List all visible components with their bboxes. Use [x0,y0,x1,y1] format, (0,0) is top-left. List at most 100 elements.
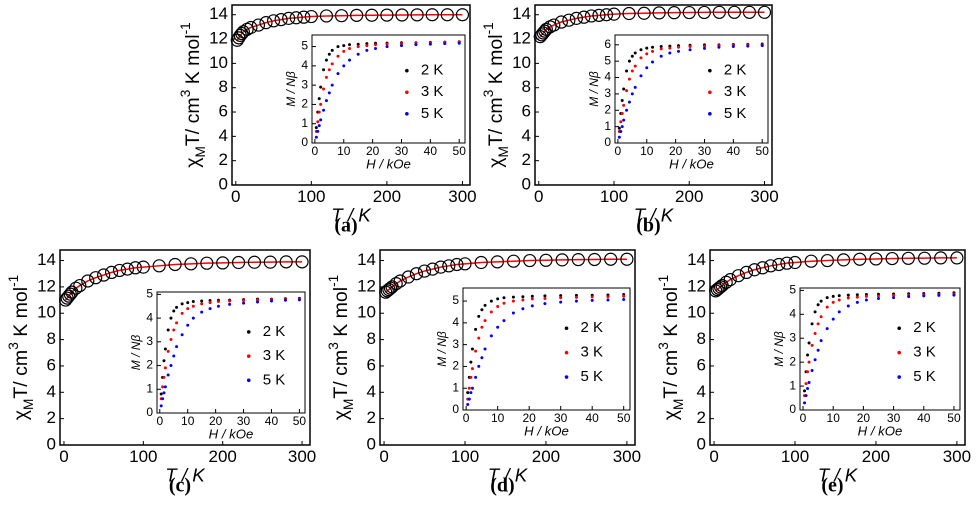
data-point [599,8,614,22]
data-point [266,14,281,28]
data-point [530,304,534,308]
data-point [251,18,266,32]
y-tick-label: 0 [47,434,56,453]
x-tick-label: 100 [451,447,479,466]
data-point [322,68,326,72]
data-point [831,294,835,298]
y-tick-label: 0 [367,434,376,453]
data-point [625,89,629,93]
data-point [186,307,190,311]
x-tick-label: 0 [231,187,240,206]
y-axis-label-part: χ [660,409,682,420]
x-tick-label: 40 [917,411,931,425]
data-point [401,270,415,284]
data-point [590,295,594,299]
data-point [502,319,506,323]
y-tick-label: 1 [604,119,611,133]
x-axis-label: T / K [488,464,529,485]
data-point [757,5,772,19]
data-point [322,108,326,112]
data-point [327,68,331,72]
data-point [622,298,626,302]
y-axis-label-part: K mol [485,34,507,89]
y-axis-label: χMT/ cm3 K mol-1 [656,275,686,420]
data-point [172,328,176,332]
data-point [607,7,621,21]
data-point [813,310,817,314]
data-point [175,321,179,325]
x-tick-label: 0 [312,144,319,158]
data-point [348,47,352,50]
data-point [846,293,850,297]
data-point [652,6,666,20]
data-point [876,297,880,301]
y-tick-label: 6 [219,102,228,121]
y-axis-label-part: M [193,146,208,157]
y-tick-label: 4 [47,382,56,401]
data-point [208,301,212,305]
y-axis-label-part: 3 [6,342,21,350]
data-point [466,403,470,407]
data-point [434,260,448,274]
data-point [399,44,403,48]
x-tick-label: 100 [781,447,809,466]
data-point [200,256,214,270]
data-point [466,391,470,395]
y-tick-label: 4 [367,382,376,401]
data-point [496,305,500,309]
y-tick-label: 5 [452,293,459,307]
x-tick-label: 10 [337,144,351,158]
data-point [619,130,623,134]
data-point [511,311,515,315]
y-tick-label: 5 [146,287,153,301]
y-tick-label: 2 [452,359,459,373]
y-tick-label: 4 [301,58,308,72]
x-tick-label: 0 [156,414,163,428]
x-tick-label: 300 [750,187,778,206]
data-point [747,263,762,277]
data-point [152,259,166,273]
data-point [159,392,163,396]
data-point [807,341,811,345]
data-point [574,295,578,299]
data-point [810,322,814,326]
data-point [336,45,340,49]
data-point [374,47,378,50]
x-tick-label: 20 [209,414,223,428]
y-tick-label: 10 [37,303,56,322]
y-axis-label-part: 3 [481,90,496,98]
data-point [297,10,311,24]
data-point [385,42,389,46]
data-point [816,348,820,352]
data-point [668,46,672,50]
data-point [710,282,724,297]
data-point [620,252,634,266]
data-point [937,293,941,297]
x-axis-label: T / K [331,204,372,225]
y-axis-label: M / Nβ [435,331,449,367]
data-point [569,11,583,25]
data-point [443,42,447,46]
data-point [469,391,473,395]
data-point [393,274,407,288]
data-point [470,367,474,371]
data-point [428,42,432,46]
y-tick-label: 1 [146,381,153,395]
inset-frame [614,34,769,144]
y-tick-label: 10 [357,303,376,322]
data-point [342,44,346,48]
legend-label: 5 K [421,105,444,122]
data-point [606,298,610,302]
data-point [319,9,334,23]
data-point [256,300,260,304]
data-point [864,294,868,298]
data-point [324,99,328,103]
data-point [639,48,643,52]
data-point [216,299,220,303]
data-point [317,110,321,114]
data-point [489,334,493,338]
legend-marker [246,378,251,383]
data-point [356,42,360,46]
data-point [620,112,624,116]
